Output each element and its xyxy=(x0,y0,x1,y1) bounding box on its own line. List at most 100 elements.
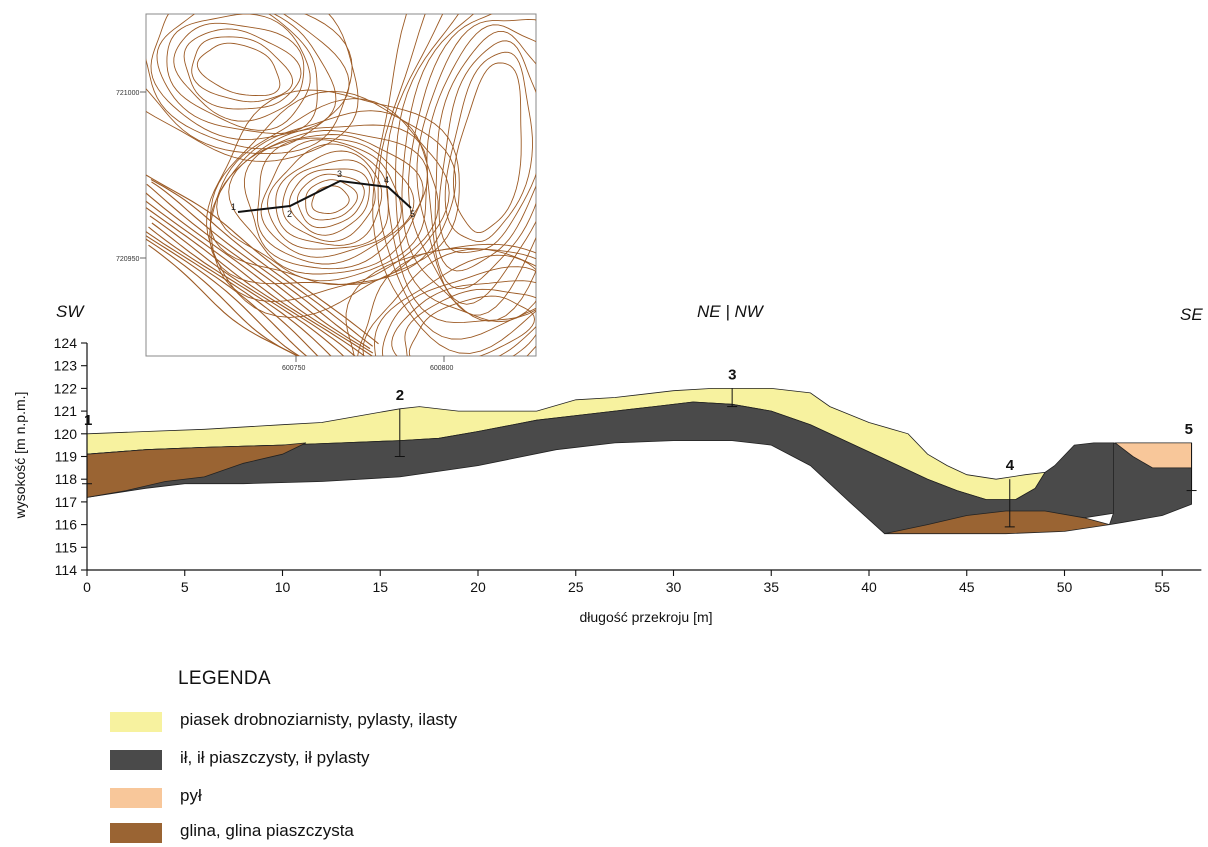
contour-line xyxy=(288,168,370,236)
contour-line xyxy=(345,243,536,356)
contour-line xyxy=(438,40,536,254)
contour-line xyxy=(146,206,356,356)
inset-map-ticks xyxy=(140,91,445,362)
contour-line xyxy=(408,14,536,316)
contour-line xyxy=(146,238,299,356)
contour-line xyxy=(416,18,536,305)
contour-line xyxy=(401,14,536,322)
y-tick-label: 117 xyxy=(55,494,78,510)
contour-line xyxy=(146,14,353,155)
y-tick-label: 122 xyxy=(54,380,78,396)
contour-line xyxy=(146,174,379,345)
borehole-label: 2 xyxy=(396,387,404,404)
layer-silt xyxy=(1114,442,1192,469)
contour-line xyxy=(408,295,535,356)
legend-swatch-sand xyxy=(110,712,162,732)
y-tick-label: 123 xyxy=(54,358,78,374)
y-tick-label: 121 xyxy=(54,403,78,419)
contour-line xyxy=(377,14,536,340)
y-tick-label: 124 xyxy=(54,335,78,351)
y-tick-label: 119 xyxy=(55,449,78,465)
legend-title: LEGENDA xyxy=(178,668,271,689)
contour-line xyxy=(150,179,374,347)
layer-clay-left xyxy=(86,401,1114,535)
contour-line xyxy=(275,150,383,246)
contour-line xyxy=(146,200,366,356)
contour-line xyxy=(148,244,299,356)
contour-line xyxy=(267,143,389,250)
contour-line xyxy=(385,14,536,324)
contour-line xyxy=(434,30,536,272)
contour-line xyxy=(148,226,319,356)
y-tick-label: 116 xyxy=(55,517,78,533)
x-tick-label: 10 xyxy=(275,579,291,595)
legend-label-sand: piasek drobnoziarnisty, pylasty, ilasty xyxy=(180,710,458,729)
contour-line xyxy=(282,159,376,242)
legend-swatch-silt xyxy=(110,788,162,808)
y-tick-label: 118 xyxy=(55,471,78,487)
contour-line xyxy=(260,139,402,258)
direction-sw: SW xyxy=(56,302,85,321)
x-tick-label: 35 xyxy=(763,579,779,595)
contour-line xyxy=(391,280,536,356)
contour-line xyxy=(444,51,533,243)
legend-swatch-clay xyxy=(110,750,162,770)
y-tick-label: 114 xyxy=(55,562,78,578)
direction-se: SE xyxy=(1180,305,1203,324)
legend-item-sand: piasek drobnoziarnisty, pylasty, ilasty xyxy=(110,710,810,736)
x-tick-label: 25 xyxy=(568,579,584,595)
contour-line xyxy=(146,14,350,150)
inset-contour-map: 721000 720950 600750 600800 1 2 3 4 5 xyxy=(116,13,537,372)
contour-line xyxy=(374,254,536,356)
legend-item-silt: pył xyxy=(110,786,810,812)
boreholes: 1 2 3 4 5 xyxy=(82,366,1197,528)
contour-line xyxy=(357,247,536,356)
direction-ne-nw: NE | NW xyxy=(697,302,765,321)
contour-line xyxy=(426,24,536,290)
y-axis-title: wysokość [m n.p.m.] xyxy=(12,392,28,520)
legend-label-silt: pył xyxy=(180,786,202,805)
section-line xyxy=(237,179,412,213)
x-tick-label: 15 xyxy=(372,579,388,595)
x-tick-label: 20 xyxy=(470,579,486,595)
x-tick-label: 45 xyxy=(959,579,975,595)
contour-line xyxy=(296,173,365,229)
borehole-label: 4 xyxy=(1006,457,1015,474)
contour-line xyxy=(166,14,311,131)
contour-line xyxy=(150,14,337,141)
contour-line xyxy=(149,215,345,356)
contour-line xyxy=(216,124,428,282)
contour-line xyxy=(196,42,281,97)
contour-line xyxy=(151,181,371,350)
contour-line xyxy=(183,28,302,110)
contour-line xyxy=(156,14,318,134)
legend-item-loam: glina, glina piaszczysta xyxy=(110,821,810,847)
map-point-2: 2 xyxy=(287,209,292,219)
contour-line xyxy=(146,183,374,354)
x-tick-label: 55 xyxy=(1154,579,1170,595)
contour-line xyxy=(191,36,293,103)
contour-line xyxy=(311,185,350,214)
map-y-label-720950: 720950 xyxy=(116,256,139,263)
x-tick-label: 50 xyxy=(1057,579,1073,595)
contour-line xyxy=(453,62,522,234)
contour-line xyxy=(256,137,415,265)
contour-line xyxy=(173,22,305,122)
map-point-3: 3 xyxy=(337,169,342,179)
y-ticks: 114 115 116 117 118 119 120 121 122 123 124 xyxy=(54,335,87,578)
contour-lines xyxy=(146,14,536,356)
borehole-label: 5 xyxy=(1185,421,1193,438)
contour-line xyxy=(206,89,460,318)
map-point-5: 5 xyxy=(410,209,415,219)
y-tick-label: 120 xyxy=(54,426,78,442)
x-tick-label: 5 xyxy=(181,579,189,595)
x-axis-title: długość przekroju [m] xyxy=(579,609,712,625)
contour-line xyxy=(146,14,359,162)
layer-loam-left xyxy=(86,442,307,498)
contour-line xyxy=(243,134,424,270)
contour-line xyxy=(146,192,374,356)
contour-line xyxy=(151,222,332,356)
legend-item-clay: ił, ił piaszczysty, ił pylasty xyxy=(110,748,810,774)
